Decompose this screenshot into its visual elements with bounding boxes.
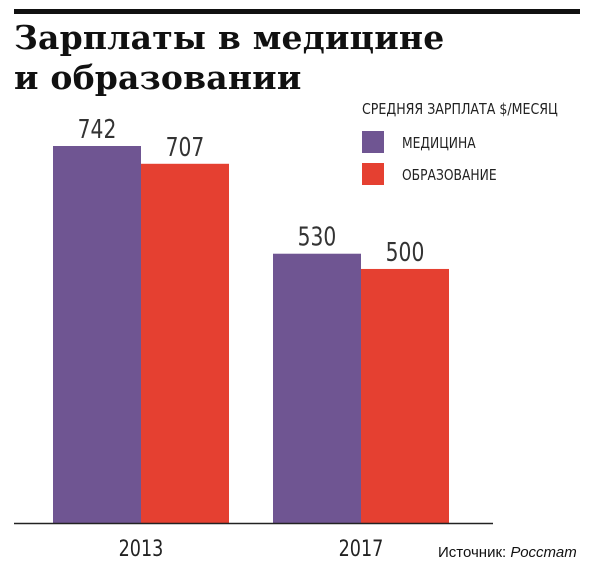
legend-swatch-education (362, 163, 384, 185)
source-label: Источник: (438, 544, 507, 561)
legend: СРЕДНЯЯ ЗАРПЛАТА $/МЕСЯЦ МЕДИЦИНА ОБРАЗО… (362, 99, 582, 187)
legend-title: СРЕДНЯЯ ЗАРПЛАТА $/МЕСЯЦ (362, 100, 558, 118)
legend-swatch-medicine (362, 131, 384, 153)
data-label-2017-medicine: 530 (298, 222, 337, 252)
bar-2017-education (361, 268, 449, 523)
chart-title: Зарплаты в медицине и образовании (14, 18, 574, 98)
data-label-2013-medicine: 742 (78, 115, 117, 145)
source-note: Источник: Росстат (438, 544, 577, 562)
x-tick-label-2017: 2017 (339, 536, 384, 561)
source-value: Росстат (510, 544, 577, 561)
bar-2017-medicine (273, 253, 361, 523)
data-label-2017-education: 500 (386, 238, 425, 268)
legend-label-medicine: МЕДИЦИНА (402, 134, 476, 152)
top-rule (14, 9, 580, 14)
chart-title-line-1: Зарплаты в медицине (14, 18, 445, 57)
legend-item-medicine: МЕДИЦИНА (362, 131, 582, 155)
legend-item-education: ОБРАЗОВАНИЕ (362, 163, 582, 187)
data-label-2013-education: 707 (166, 132, 205, 162)
chart-title-line-2: и образовании (14, 58, 302, 97)
bar-2013-education (141, 163, 229, 523)
legend-label-education: ОБРАЗОВАНИЕ (402, 166, 497, 184)
x-tick-label-2013: 2013 (119, 536, 164, 561)
bar-2013-medicine (53, 146, 141, 523)
